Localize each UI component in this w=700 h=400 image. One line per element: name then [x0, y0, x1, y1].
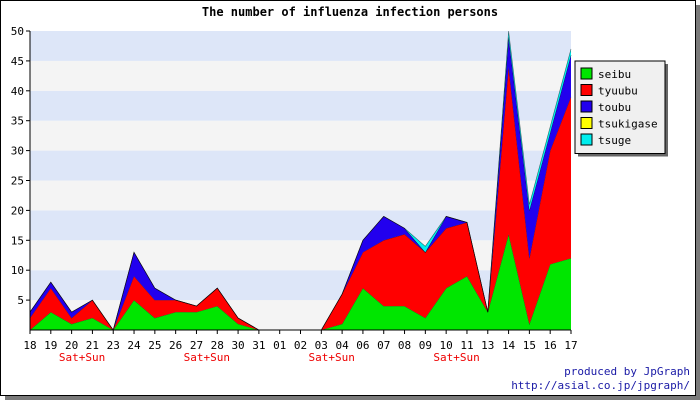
- y-tick-label: 50: [11, 25, 24, 38]
- y-tick-label: 25: [11, 175, 24, 188]
- credit-line-1: produced by JpGraph: [564, 365, 690, 378]
- x-tick-label: 24: [127, 339, 141, 352]
- legend-swatch-tyuubu: [580, 84, 593, 96]
- legend-label-toubu: toubu: [598, 101, 631, 114]
- x-tick-label: 17: [564, 339, 577, 352]
- legend-swatch-tsuge: [580, 133, 593, 146]
- y-tick-label: 35: [11, 115, 24, 128]
- x-tick-label: 13: [481, 339, 494, 352]
- grid-band: [30, 120, 571, 151]
- area-seibu: [30, 234, 571, 330]
- x-tick-label: 21: [86, 339, 99, 352]
- weekend-label: Sat+Sun: [309, 351, 355, 364]
- x-tick-label: 15: [523, 339, 536, 352]
- x-tick-label: 11: [460, 339, 473, 352]
- x-tick-label: 18: [23, 339, 36, 352]
- x-tick-label: 08: [398, 339, 411, 352]
- y-tick-label: 15: [11, 234, 24, 247]
- x-tick-label: 26: [169, 339, 182, 352]
- y-tick-label: 30: [11, 145, 24, 158]
- chart-title: The number of influenza infection person…: [202, 5, 498, 19]
- y-tick-label: 40: [11, 85, 24, 98]
- y-tick-label: 20: [11, 204, 24, 217]
- credit-url[interactable]: http://asial.co.jp/jpgraph/: [511, 379, 690, 392]
- grid-band: [30, 90, 571, 121]
- x-tick-label: 20: [65, 339, 78, 352]
- grid-band: [30, 180, 571, 211]
- y-tick-label: 10: [11, 264, 24, 277]
- x-tick-label: 03: [315, 339, 328, 352]
- x-tick-label: 07: [377, 339, 390, 352]
- legend-swatch-toubu: [580, 100, 593, 113]
- x-tick-label: 04: [335, 339, 349, 352]
- weekend-label: Sat+Sun: [59, 351, 105, 364]
- legend-swatch-seibu: [580, 67, 593, 80]
- x-tick-label: 25: [148, 339, 161, 352]
- x-tick-label: 23: [107, 339, 120, 352]
- legend-label-tsuge: tsuge: [598, 134, 631, 147]
- legend-label-tsukigase: tsukigase: [598, 118, 658, 131]
- grid-band: [30, 31, 571, 61]
- legend-label-tyuubu: tyuubu: [598, 85, 638, 98]
- grid-band: [30, 240, 571, 271]
- weekend-label: Sat+Sun: [184, 351, 230, 364]
- grid-band: [30, 210, 571, 241]
- x-tick-label: 09: [419, 339, 432, 352]
- weekend-label: Sat+Sun: [433, 351, 479, 364]
- x-tick-label: 10: [440, 339, 453, 352]
- x-tick-label: 30: [231, 339, 244, 352]
- x-tick-label: 02: [294, 339, 307, 352]
- y-tick-label: 5: [17, 294, 24, 307]
- x-tick-label: 14: [502, 339, 516, 352]
- area-tyuubu: [30, 66, 571, 331]
- x-tick-label: 01: [273, 339, 286, 352]
- legend-label-seibu: seibu: [598, 68, 631, 81]
- x-tick-label: 27: [190, 339, 203, 352]
- grid-band: [30, 60, 571, 91]
- x-tick-label: 06: [356, 339, 369, 352]
- legend-swatch-tsukigase: [580, 117, 593, 129]
- x-tick-label: 19: [44, 339, 57, 352]
- x-tick-label: 31: [252, 339, 265, 352]
- grid-band: [30, 150, 571, 181]
- y-tick-label: 45: [11, 55, 24, 68]
- x-tick-label: 28: [211, 339, 224, 352]
- x-tick-label: 16: [544, 339, 557, 352]
